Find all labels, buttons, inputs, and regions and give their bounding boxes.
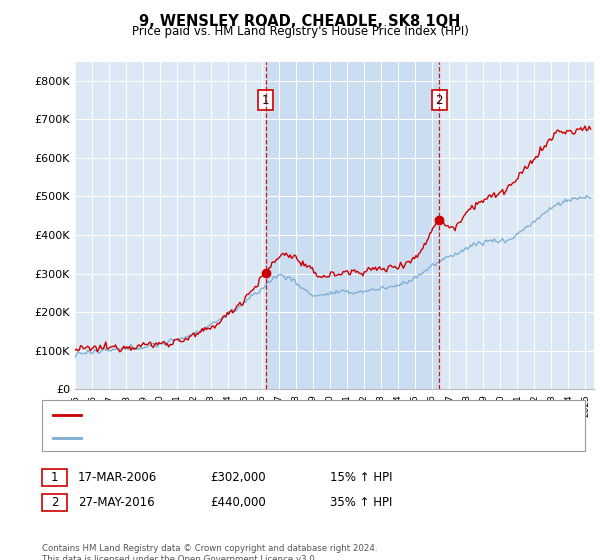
Text: 9, WENSLEY ROAD, CHEADLE, SK8 1QH: 9, WENSLEY ROAD, CHEADLE, SK8 1QH [139,14,461,29]
Text: 1: 1 [262,94,269,106]
Text: £440,000: £440,000 [210,496,266,510]
Text: Contains HM Land Registry data © Crown copyright and database right 2024.
This d: Contains HM Land Registry data © Crown c… [42,544,377,560]
Text: 15% ↑ HPI: 15% ↑ HPI [330,470,392,484]
Text: 1: 1 [51,470,58,484]
Text: HPI: Average price, detached house, Stockport: HPI: Average price, detached house, Stoc… [85,433,341,443]
Bar [266,62,439,389]
Text: 9, WENSLEY ROAD, CHEADLE, SK8 1QH (detached house): 9, WENSLEY ROAD, CHEADLE, SK8 1QH (detac… [85,409,400,419]
Text: 17-MAR-2006: 17-MAR-2006 [78,470,157,484]
Text: £302,000: £302,000 [210,470,266,484]
Text: 35% ↑ HPI: 35% ↑ HPI [330,496,392,510]
Text: 27-MAY-2016: 27-MAY-2016 [78,496,155,510]
Text: Price paid vs. HM Land Registry's House Price Index (HPI): Price paid vs. HM Land Registry's House … [131,25,469,38]
Text: 2: 2 [51,496,58,510]
Text: 2: 2 [436,94,443,106]
